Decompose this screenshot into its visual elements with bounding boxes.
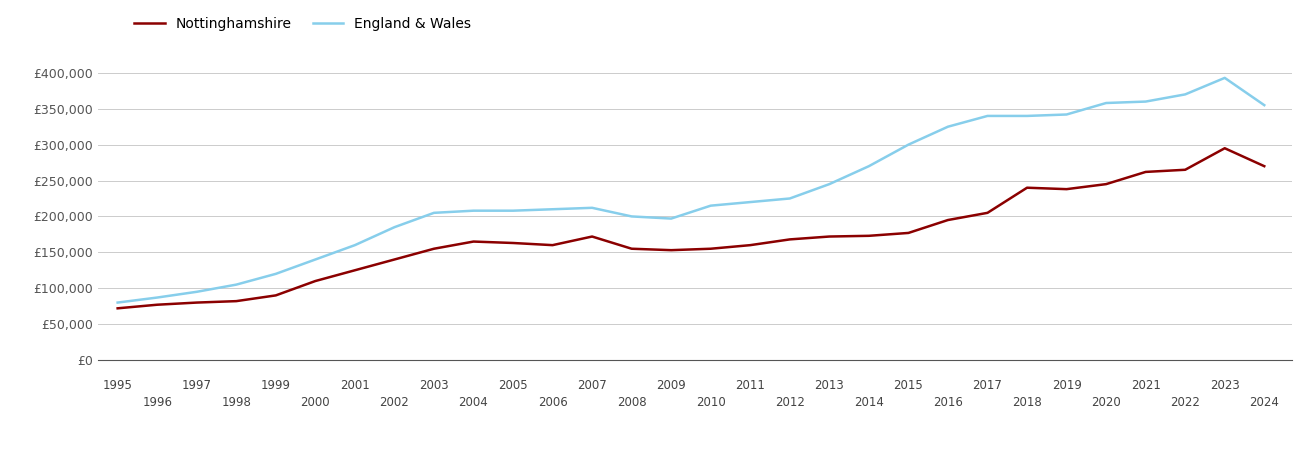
Text: 1997: 1997 [181,379,211,392]
Nottinghamshire [1177,167,1193,172]
Nottinghamshire [308,279,324,284]
Nottinghamshire [544,243,560,248]
Text: 2020: 2020 [1091,396,1121,409]
Nottinghamshire [703,246,719,252]
Nottinghamshire [900,230,916,236]
Nottinghamshire [980,210,996,216]
England & Wales [427,210,442,216]
Text: 2016: 2016 [933,396,963,409]
England & Wales [743,199,758,205]
Text: 2024: 2024 [1249,396,1279,409]
Nottinghamshire [940,217,955,223]
England & Wales [663,216,679,221]
Text: 2009: 2009 [656,379,686,392]
Text: 2011: 2011 [735,379,765,392]
Text: 2004: 2004 [458,396,488,409]
Text: 2013: 2013 [814,379,844,392]
Nottinghamshire [1058,186,1074,192]
Nottinghamshire [782,237,797,242]
England & Wales [228,282,244,287]
Text: 2003: 2003 [419,379,449,392]
Text: 2018: 2018 [1013,396,1041,409]
Text: 2012: 2012 [775,396,805,409]
Nottinghamshire [1019,185,1035,190]
Text: 1995: 1995 [103,379,133,392]
Nottinghamshire [386,257,402,262]
England & Wales [782,196,797,201]
Nottinghamshire [466,239,482,244]
Text: 1996: 1996 [142,396,172,409]
England & Wales [308,257,324,262]
Nottinghamshire [189,300,205,305]
Nottinghamshire [505,240,521,246]
Text: 2007: 2007 [577,379,607,392]
England & Wales [1099,100,1114,106]
Text: 1999: 1999 [261,379,291,392]
England & Wales [544,207,560,212]
Nottinghamshire [822,234,838,239]
England & Wales [585,205,600,211]
England & Wales [1216,75,1232,81]
England & Wales [347,243,363,248]
Nottinghamshire [1138,169,1154,175]
England & Wales [1019,113,1035,119]
England & Wales [1138,99,1154,104]
England & Wales [861,163,877,169]
England & Wales [624,214,639,219]
Text: 2019: 2019 [1052,379,1082,392]
Nottinghamshire [624,246,639,252]
England & Wales [268,271,283,277]
Nottinghamshire [347,268,363,273]
England & Wales [822,181,838,187]
Text: 2022: 2022 [1171,396,1201,409]
Nottinghamshire [861,233,877,238]
England & Wales [1058,112,1074,117]
Nottinghamshire [228,298,244,304]
Nottinghamshire [663,248,679,253]
Text: 2006: 2006 [538,396,568,409]
England & Wales [1257,103,1272,108]
England & Wales [703,203,719,208]
Nottinghamshire [149,302,164,307]
Nottinghamshire [743,243,758,248]
England & Wales [386,225,402,230]
Text: 2008: 2008 [617,396,646,409]
Text: 2023: 2023 [1210,379,1240,392]
Text: 2015: 2015 [894,379,924,392]
England & Wales [189,289,205,294]
England & Wales [980,113,996,119]
Text: 2010: 2010 [696,396,726,409]
Nottinghamshire [268,292,283,298]
Nottinghamshire [1257,163,1272,169]
Line: Nottinghamshire: Nottinghamshire [117,148,1265,308]
Text: 1998: 1998 [222,396,251,409]
England & Wales [466,208,482,213]
Text: 2000: 2000 [300,396,330,409]
England & Wales [110,300,125,305]
England & Wales [900,142,916,147]
England & Wales [505,208,521,213]
Text: 2021: 2021 [1130,379,1160,392]
Nottinghamshire [1216,145,1232,151]
England & Wales [149,295,164,300]
Line: England & Wales: England & Wales [117,78,1265,302]
Legend: Nottinghamshire, England & Wales: Nottinghamshire, England & Wales [129,11,478,36]
Nottinghamshire [1099,181,1114,187]
England & Wales [1177,92,1193,97]
Text: 2014: 2014 [853,396,883,409]
Nottinghamshire [110,306,125,311]
Text: 2001: 2001 [341,379,369,392]
Text: 2005: 2005 [499,379,527,392]
Nottinghamshire [585,234,600,239]
Text: 2002: 2002 [380,396,410,409]
Text: 2017: 2017 [972,379,1002,392]
Nottinghamshire [427,246,442,252]
England & Wales [940,124,955,130]
